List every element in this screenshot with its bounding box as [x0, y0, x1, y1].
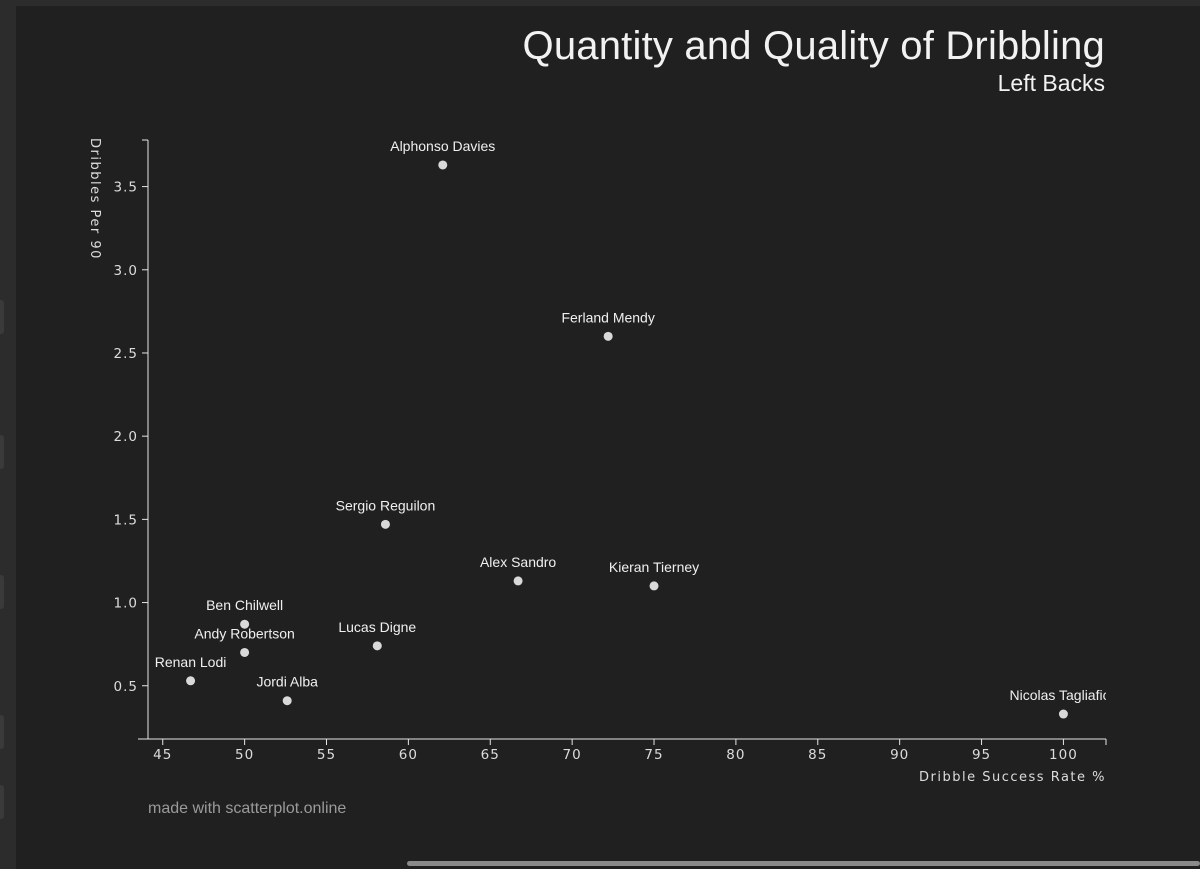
- x-tick-label: 85: [808, 747, 827, 763]
- y-tick-label: 1.5: [114, 512, 138, 528]
- x-tick-label: 100: [1049, 747, 1078, 763]
- credit-text[interactable]: made with scatterplot.online: [148, 800, 347, 817]
- x-tick-label: 60: [399, 747, 418, 763]
- data-point: [380, 519, 390, 529]
- y-tick-label: 0.5: [114, 679, 138, 695]
- data-points: Alphonso Davies Ferland Mendy Sergio Regui…: [155, 138, 1117, 719]
- y-axis-label: Dribbles Per 90: [87, 138, 102, 260]
- y-tick-label: 2.0: [114, 429, 138, 445]
- data-point-label: Andy Robertson: [194, 625, 294, 641]
- data-point-label: Lucas Digne: [338, 619, 416, 635]
- data-point: [438, 160, 448, 170]
- data-point-label: Nicolas Tagliafico: [1009, 687, 1117, 703]
- data-point: [603, 331, 613, 341]
- chart-frame: [16, 6, 1200, 869]
- x-tick-label: 70: [563, 747, 582, 763]
- data-point-label: Renan Lodi: [155, 654, 227, 670]
- data-point-label: Ben Chilwell: [206, 597, 283, 613]
- x-axis-label: Dribble Success Rate %: [919, 770, 1106, 785]
- x-tick-label: 95: [972, 747, 991, 763]
- data-point: [282, 696, 292, 706]
- data-point: [372, 641, 382, 651]
- x-tick-label: 45: [153, 747, 172, 763]
- data-point: [240, 619, 250, 629]
- data-point-label: Jordi Alba: [256, 674, 318, 690]
- x-tick-label: 75: [644, 747, 663, 763]
- data-point: [186, 676, 196, 686]
- data-point-label: Alex Sandro: [480, 554, 556, 570]
- data-point: [513, 576, 523, 586]
- data-point-label: Sergio Reguilon: [336, 497, 436, 513]
- x-tick-label: 55: [317, 747, 336, 763]
- data-point-label: Kieran Tierney: [609, 559, 699, 575]
- chart-title: Quantity and Quality of Dribbling: [522, 24, 1105, 68]
- x-tick-label: 50: [235, 747, 254, 763]
- axes: 0.5 1.0 1.5 2.0 2.5 3.0 3.5 45 50 55 60 65 70 75 80 85 9…: [87, 138, 1107, 785]
- data-point-label: Ferland Mendy: [561, 309, 654, 325]
- y-tick-label: 3.0: [114, 263, 138, 279]
- data-point: [1058, 709, 1068, 719]
- data-point: [240, 647, 250, 657]
- x-tick-label: 80: [726, 747, 745, 763]
- horizontal-scrollbar[interactable]: [407, 861, 1200, 866]
- data-point-label: Alphonso Davies: [390, 138, 495, 154]
- chart-subtitle: Left Backs: [997, 70, 1105, 96]
- y-tick-label: 3.5: [114, 180, 138, 196]
- x-tick-label: 65: [481, 747, 500, 763]
- y-tick-label: 1.0: [114, 596, 138, 612]
- data-point: [649, 581, 659, 591]
- y-tick-label: 2.5: [114, 346, 138, 362]
- x-tick-label: 90: [890, 747, 909, 763]
